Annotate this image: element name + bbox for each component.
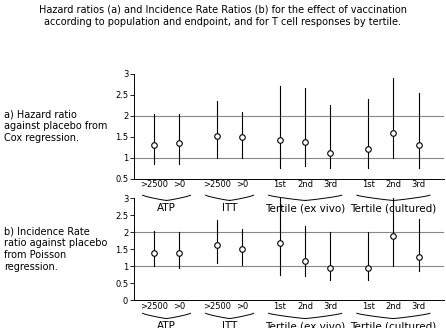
Text: ATP: ATP [157,321,176,328]
Text: Tertile (cultured): Tertile (cultured) [350,203,437,213]
Text: ITT: ITT [222,203,237,213]
Text: a) Hazard ratio
against placebo from
Cox regression.: a) Hazard ratio against placebo from Cox… [4,110,108,143]
Text: Hazard ratios (a) and Incidence Rate Ratios (b) for the effect of vaccination
ac: Hazard ratios (a) and Incidence Rate Rat… [39,5,407,27]
Text: Tertile (ex vivo): Tertile (ex vivo) [265,203,345,213]
Text: ATP: ATP [157,203,176,213]
Text: ITT: ITT [222,321,237,328]
Text: Tertile (cultured): Tertile (cultured) [350,321,437,328]
Text: Tertile (ex vivo): Tertile (ex vivo) [265,321,345,328]
Text: b) Incidence Rate
ratio against placebo
from Poisson
regression.: b) Incidence Rate ratio against placebo … [4,227,108,272]
